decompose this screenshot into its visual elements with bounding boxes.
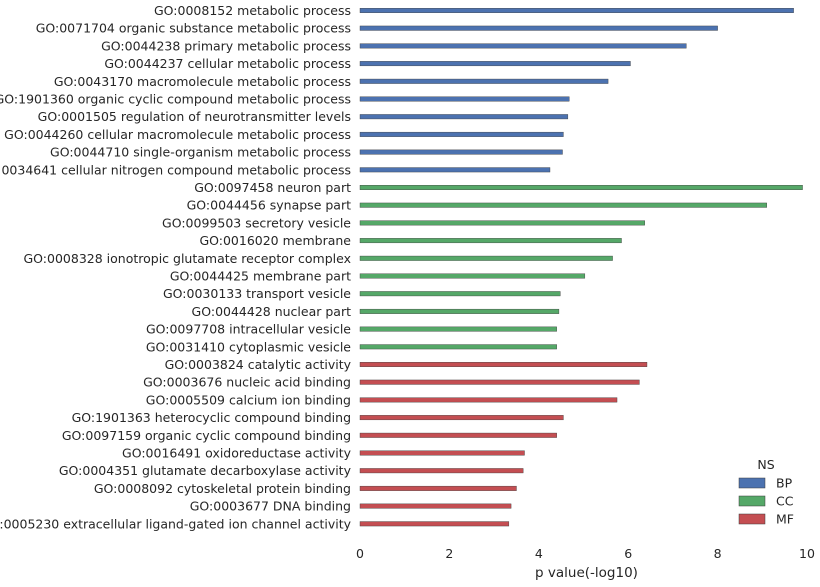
x-tick-label: 0	[356, 546, 364, 561]
category-label: GO:0099503 secretory vesicle	[162, 215, 351, 230]
x-axis-title: p value(-log10)	[535, 565, 638, 581]
category-label: GO:0097708 intracellular vesicle	[146, 322, 351, 337]
category-label: GO:0008152 metabolic process	[154, 3, 351, 18]
bar-mf	[359, 415, 564, 421]
legend-title: NS	[757, 457, 774, 472]
category-label: GO:0030133 transport vesicle	[163, 286, 351, 301]
x-tick-label: 2	[445, 546, 453, 561]
category-label: GO:0097458 neuron part	[194, 180, 351, 195]
bar-cc	[359, 291, 561, 297]
bar-cc	[359, 238, 622, 244]
x-axis-ticks: 0 2 4 6 8 10	[356, 546, 815, 561]
category-label: GO:0003677 DNA binding	[190, 499, 351, 514]
x-tick-label: 8	[714, 546, 722, 561]
category-label: GO:0044237 cellular metabolic process	[104, 56, 351, 71]
category-label: GO:0008092 cytoskeletal protein binding	[94, 481, 351, 496]
bar-mf	[359, 485, 517, 491]
bar-cc	[359, 220, 645, 226]
legend-label: CC	[776, 494, 794, 509]
category-label: GO:0003676 nucleic acid binding	[143, 375, 351, 390]
legend-label: MF	[776, 512, 794, 527]
category-labels: GO:0008152 metabolic process GO:0071704 o…	[0, 3, 352, 531]
category-label: GO:0044425 membrane part	[170, 269, 351, 284]
bar-cc	[359, 255, 613, 261]
bar-bp	[359, 167, 551, 173]
bar-mf	[359, 521, 510, 527]
category-label: GO:1901363 heterocyclic compound binding	[72, 410, 351, 425]
category-label: GO:0016491 oxidoreductase activity	[122, 446, 352, 461]
x-tick-label: 4	[535, 546, 543, 561]
bar-bp	[359, 61, 631, 67]
bar-cc	[359, 326, 557, 332]
bar-cc	[359, 202, 767, 208]
legend: NS BP CC MF	[738, 457, 794, 527]
legend-label: BP	[776, 476, 793, 491]
x-tick-label: 6	[624, 546, 632, 561]
category-label: GO:0097159 organic cyclic compound bindi…	[62, 428, 351, 443]
category-label: GO:1901360 organic cyclic compound metab…	[0, 92, 351, 107]
bar-bp	[359, 25, 718, 31]
category-label: GO:0043170 macromolecule metabolic proce…	[54, 74, 351, 89]
bar-cc	[359, 273, 586, 279]
bar-bp	[359, 78, 609, 84]
bar-mf	[359, 397, 618, 403]
bar-bp	[359, 131, 564, 137]
x-tick-label: 10	[799, 546, 815, 561]
legend-swatch-cc	[738, 495, 766, 507]
category-label: GO:0044456 synapse part	[187, 198, 351, 213]
bar-bp	[359, 8, 794, 13]
category-label: GO:0008328 ionotropic glutamate receptor…	[24, 251, 352, 266]
bars	[359, 8, 803, 527]
category-label: GO:0044238 primary metabolic process	[101, 38, 351, 53]
category-label: GO:0031410 cytoplasmic vesicle	[146, 339, 351, 354]
category-label: GO:0001505 regulation of neurotransmitte…	[38, 109, 351, 124]
bar-mf	[359, 432, 557, 438]
category-label: GO:0004351 glutamate decarboxylase activ…	[59, 463, 352, 478]
category-label: GO:0044260 cellular macromolecule metabo…	[4, 127, 351, 142]
bar-bp	[359, 43, 687, 49]
category-label: GO:0005509 calcium ion binding	[146, 392, 351, 407]
bar-bp	[359, 149, 563, 155]
category-label: GO:0034641 cellular nitrogen compound me…	[0, 162, 351, 177]
bar-mf	[359, 503, 512, 509]
bar-mf	[359, 468, 524, 474]
category-label: GO:0003824 catalytic activity	[165, 357, 352, 372]
category-label: GO:0044710 single-organism metabolic pro…	[50, 145, 351, 160]
bar-bp	[359, 114, 569, 120]
bar-cc	[359, 185, 803, 190]
bar-mf	[359, 379, 640, 385]
category-label: GO:0071704 organic substance metabolic p…	[36, 21, 351, 36]
bar-cc	[359, 308, 560, 314]
legend-items: BP CC MF	[738, 476, 794, 527]
bar-cc	[359, 344, 557, 350]
bar-bp	[359, 96, 570, 102]
bar-mf	[359, 450, 525, 456]
category-label: GO:0044428 nuclear part	[192, 304, 352, 319]
legend-swatch-mf	[738, 513, 766, 525]
category-label: GO:0016020 membrane	[199, 233, 351, 248]
bar-mf	[359, 362, 648, 367]
legend-swatch-bp	[738, 477, 766, 489]
category-label: GO:0005230 extracellular ligand-gated io…	[0, 516, 352, 531]
